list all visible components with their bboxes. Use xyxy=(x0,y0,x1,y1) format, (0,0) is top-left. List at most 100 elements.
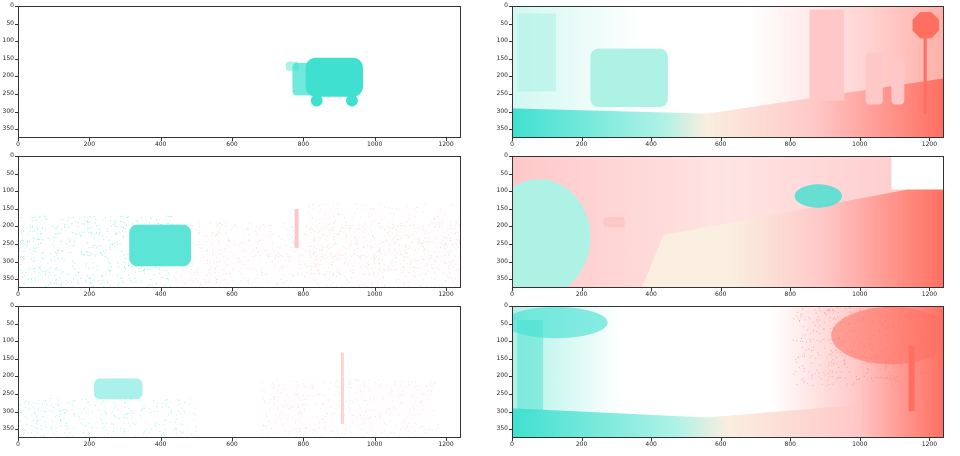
x-tick-mark xyxy=(790,288,792,291)
depth-image xyxy=(285,57,363,107)
y-tick-mark xyxy=(15,226,18,228)
y-tick-mark xyxy=(15,94,18,95)
x-tick-label: 800 xyxy=(784,441,796,448)
y-tick-label: 100 xyxy=(2,187,14,195)
x-tick-label: 1000 xyxy=(852,141,868,148)
y-tick-label: 350 xyxy=(496,275,508,283)
y-tick-mark xyxy=(509,173,512,175)
y-tick-mark xyxy=(509,323,512,325)
x-tick-mark xyxy=(859,438,861,441)
pedestrian-shape xyxy=(891,59,905,105)
y-tick-label: 300 xyxy=(496,407,508,415)
y-tick-label: 200 xyxy=(496,72,508,80)
plot-area xyxy=(512,156,944,288)
y-tick-mark xyxy=(15,341,18,343)
left-building xyxy=(517,320,544,411)
x-tick-label: 1000 xyxy=(367,291,383,298)
pole-shape xyxy=(294,209,299,248)
x-tick-mark xyxy=(651,438,653,441)
y-tick-label: 0 xyxy=(10,302,14,309)
y-tick-label: 300 xyxy=(2,407,14,415)
x-tick-mark xyxy=(790,438,792,441)
sparse-points xyxy=(19,215,173,287)
y-tick-mark xyxy=(15,23,18,25)
y-tick-label: 0 xyxy=(504,152,508,159)
car-shape xyxy=(93,378,143,400)
x-tick-mark xyxy=(303,138,305,141)
tree-trunk xyxy=(908,346,915,411)
y-tick-label: 250 xyxy=(2,240,14,247)
y-tick-mark xyxy=(509,429,512,431)
x-tick-label: 1200 xyxy=(438,441,454,448)
pole-shape xyxy=(340,352,344,424)
y-tick-label: 200 xyxy=(2,372,14,380)
x-tick-mark xyxy=(232,138,233,141)
sparse-points xyxy=(173,222,460,287)
y-tick-label: 250 xyxy=(2,90,14,97)
right-building xyxy=(809,9,845,101)
x-tick-mark xyxy=(232,438,233,441)
x-tick-mark xyxy=(89,138,91,141)
x-tick-label: 1000 xyxy=(852,291,868,298)
road-surface xyxy=(513,78,943,137)
plot-area xyxy=(18,156,461,288)
y-tick-label: 300 xyxy=(496,107,508,115)
y-tick-label: 300 xyxy=(2,257,14,265)
x-tick-label: 800 xyxy=(784,141,796,148)
y-tick-label: 150 xyxy=(496,54,508,62)
y-tick-mark xyxy=(509,261,512,263)
y-tick-label: 350 xyxy=(496,125,508,133)
x-tick-mark xyxy=(581,438,583,441)
far-car-shape xyxy=(794,184,842,208)
y-tick-mark xyxy=(15,76,18,78)
y-tick-mark xyxy=(15,279,18,281)
x-tick-mark xyxy=(859,138,861,141)
x-tick-mark xyxy=(512,438,513,441)
y-tick-mark xyxy=(509,208,512,210)
x-tick-label: 800 xyxy=(297,441,310,448)
y-tick-mark xyxy=(509,376,512,378)
x-tick-label: 0 xyxy=(510,291,514,298)
y-tick-mark xyxy=(509,76,512,78)
x-tick-label: 1200 xyxy=(921,141,938,148)
x-tick-label: 1000 xyxy=(367,441,383,448)
x-tick-mark xyxy=(720,288,722,291)
plot-area xyxy=(512,306,944,438)
x-tick-label: 400 xyxy=(645,291,657,298)
x-tick-label: 600 xyxy=(714,291,727,298)
x-tick-mark xyxy=(581,288,583,291)
y-tick-label: 350 xyxy=(2,275,14,283)
x-tick-label: 600 xyxy=(226,141,238,148)
vehicle-shape xyxy=(590,48,668,108)
sky-patch xyxy=(891,157,943,190)
left-building xyxy=(517,13,556,92)
x-tick-label: 600 xyxy=(226,291,238,298)
y-tick-label: 150 xyxy=(496,354,508,362)
y-tick-label: 200 xyxy=(2,222,14,230)
sparse-points xyxy=(19,398,196,437)
y-tick-mark xyxy=(15,261,18,263)
y-tick-mark xyxy=(15,191,18,193)
y-tick-label: 250 xyxy=(496,90,508,97)
x-tick-mark xyxy=(651,288,653,291)
x-tick-mark xyxy=(720,438,722,441)
y-tick-mark xyxy=(15,173,18,175)
x-tick-label: 1200 xyxy=(438,291,454,298)
y-tick-label: 0 xyxy=(504,2,508,9)
sparse-points xyxy=(262,378,439,437)
x-tick-mark xyxy=(929,288,931,291)
x-tick-mark xyxy=(446,138,448,141)
sparse-points xyxy=(792,307,943,386)
y-tick-mark xyxy=(509,244,512,245)
small-object-blob xyxy=(603,216,625,228)
pedestrian-shape xyxy=(865,52,883,105)
y-tick-label: 100 xyxy=(496,37,508,45)
y-tick-label: 50 xyxy=(6,319,14,327)
x-tick-mark xyxy=(790,138,792,141)
x-tick-label: 400 xyxy=(154,441,167,448)
depth-image xyxy=(19,352,439,437)
y-tick-mark xyxy=(509,58,512,60)
y-tick-label: 250 xyxy=(496,390,508,397)
y-tick-mark xyxy=(15,306,18,307)
y-tick-label: 200 xyxy=(2,72,14,80)
